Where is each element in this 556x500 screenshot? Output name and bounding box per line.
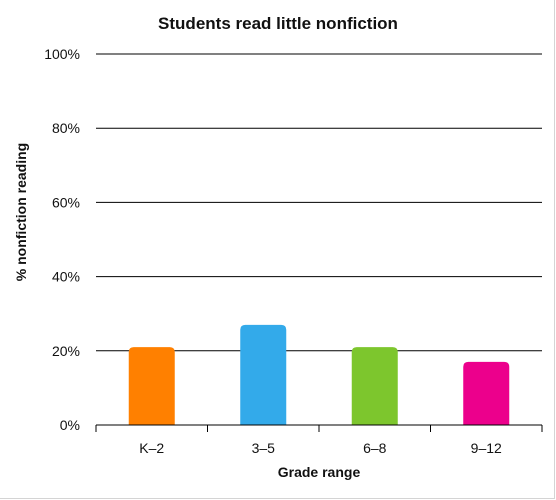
x-axis bbox=[95, 424, 543, 432]
y-tick-label: 40% bbox=[52, 269, 80, 285]
x-tick-label: 3–5 bbox=[252, 440, 276, 456]
bar bbox=[463, 361, 510, 425]
x-tick-label: 9–12 bbox=[471, 440, 502, 456]
x-axis-label: Grade range bbox=[278, 464, 361, 480]
y-axis-label: % nonfiction reading bbox=[13, 143, 29, 281]
bar bbox=[351, 347, 398, 425]
bars bbox=[128, 324, 510, 425]
gridlines bbox=[96, 53, 542, 352]
y-tick-label: 60% bbox=[52, 194, 80, 210]
x-tick-label: K–2 bbox=[139, 440, 164, 456]
x-tick-labels: K–2 3–5 6–8 9–12 bbox=[139, 440, 502, 456]
y-tick-label: 80% bbox=[52, 120, 80, 136]
y-tick-labels: 0% 20% 40% 60% 80% 100% bbox=[44, 46, 80, 433]
bar bbox=[128, 347, 175, 425]
y-tick-label: 20% bbox=[52, 343, 80, 359]
chart-title: Students read little nonfiction bbox=[158, 14, 398, 33]
x-tick-label: 6–8 bbox=[363, 440, 387, 456]
bar bbox=[240, 324, 287, 425]
y-tick-label: 100% bbox=[44, 46, 80, 62]
y-tick-label: 0% bbox=[60, 417, 80, 433]
